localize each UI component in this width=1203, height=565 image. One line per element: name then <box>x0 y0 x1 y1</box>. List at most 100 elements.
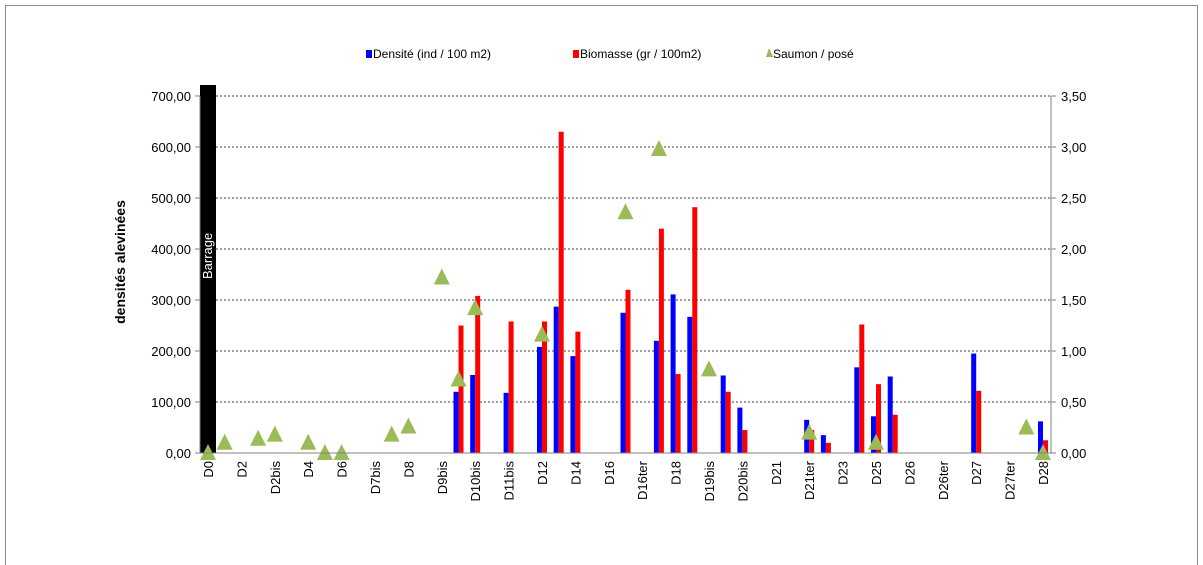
bar-densite <box>1038 421 1043 453</box>
saumon-marker <box>534 325 550 342</box>
y-tick-label: 200,00 <box>151 344 191 359</box>
bar-biomasse <box>1043 440 1048 453</box>
bar-biomasse <box>625 289 631 453</box>
bar-biomasse <box>658 228 664 453</box>
bar-biomasse <box>876 384 881 453</box>
legend-marker-saumon <box>766 48 773 57</box>
y2-tick-label: 2,50 <box>1061 191 1086 206</box>
saumon-marker <box>333 444 350 460</box>
bar-biomasse <box>976 390 982 453</box>
x-tick-label: D8 <box>401 461 416 478</box>
bar-densite <box>820 435 826 453</box>
saumon-marker <box>250 429 267 446</box>
saumon-marker <box>868 433 884 450</box>
saumon-marker <box>316 444 333 460</box>
bar-densite <box>887 376 893 453</box>
y2-tick-label: 3,00 <box>1061 140 1086 155</box>
x-tick-label: D0 <box>201 461 216 478</box>
x-tick-label: D2bis <box>268 461 283 495</box>
x-tick-label: D19bis <box>702 461 717 502</box>
bar-biomasse <box>458 325 464 453</box>
x-tick-label: D28 <box>1036 461 1051 485</box>
bar-densite <box>537 346 542 453</box>
saumon-markers <box>200 140 1051 460</box>
bar-biomasse <box>742 430 748 453</box>
x-tick-label: D10bis <box>468 461 483 502</box>
bar-densite <box>570 356 576 453</box>
chart-frame <box>5 5 1198 565</box>
y-axis-label: densités alevinées <box>112 200 128 324</box>
bar-biomasse <box>809 430 815 453</box>
bar-densite <box>620 312 626 453</box>
bar-densite <box>871 416 876 453</box>
saumon-marker <box>467 299 484 316</box>
legend: Densité (ind / 100 m2) Biomasse (gr / 100… <box>366 47 854 61</box>
bars <box>453 131 1048 453</box>
x-tick-label: D25 <box>869 461 884 485</box>
x-tick-label: D4 <box>301 461 316 478</box>
bar-biomasse <box>859 324 865 453</box>
bar-densite <box>553 306 559 453</box>
x-tick-label: D9bis <box>435 461 450 495</box>
x-tick-label: D27 <box>969 461 984 485</box>
y-tick-label: 600,00 <box>151 140 191 155</box>
legend-label: Saumon / posé <box>773 47 854 61</box>
bar-densite <box>687 316 693 453</box>
bar-densite <box>854 367 860 453</box>
saumon-marker <box>400 417 417 434</box>
saumon-marker <box>433 268 450 285</box>
x-tick-label: D6 <box>335 461 350 478</box>
barrage-annotation: Barrage <box>200 233 215 279</box>
x-tick-label: D2 <box>234 461 249 478</box>
bar-densite <box>453 391 459 453</box>
bar-densite <box>653 340 659 453</box>
y-tick-label: 700,00 <box>151 89 191 104</box>
x-tick-label: D18 <box>669 461 684 485</box>
y-tick-label: 0,00 <box>166 446 191 461</box>
bar-biomasse <box>892 414 898 453</box>
y2-tick-label: 0,50 <box>1061 395 1086 410</box>
saumon-marker <box>1018 418 1035 435</box>
y-tick-label: 100,00 <box>151 395 191 410</box>
saumon-marker <box>200 444 216 460</box>
bar-densite <box>503 392 509 453</box>
bar-densite <box>971 353 977 453</box>
x-tick-label: D26 <box>902 461 917 485</box>
bar-biomasse <box>475 295 481 453</box>
legend-label: Biomasse (gr / 100m2) <box>580 47 701 61</box>
bar-biomasse <box>675 373 681 453</box>
saumon-marker <box>650 140 667 157</box>
y-tick-label: 400,00 <box>151 242 191 257</box>
x-tick-label: D23 <box>836 461 851 485</box>
saumon-marker <box>801 423 818 440</box>
x-tick-label: D27ter <box>1003 460 1018 500</box>
legend-swatch <box>366 50 372 58</box>
y2-tick-label: 2,00 <box>1061 242 1086 257</box>
bar-biomasse <box>692 207 698 453</box>
x-tick-label: D14 <box>568 461 583 485</box>
x-tick-label: D21 <box>769 461 784 485</box>
y-ticks-left: 0,00 100,00 200,00 300,00 400,00 500,00 600,00… <box>151 89 200 461</box>
bar-densite <box>720 375 726 453</box>
x-ticks: D0 D2 D2bis D4 D6 D7bis D8 D9bis D10bis D11bis D12… <box>201 460 1051 501</box>
bar-densite <box>670 294 676 453</box>
bar-biomasse <box>575 331 581 453</box>
bar-biomasse <box>725 391 731 453</box>
saumon-marker <box>701 360 717 377</box>
saumon-marker <box>266 425 283 442</box>
y-ticks-right: 0,00 0,50 1,00 1,50 2,00 2,50 3,00 3,50 <box>1051 89 1086 461</box>
y-tick-label: 500,00 <box>151 191 191 206</box>
saumon-marker <box>216 433 233 450</box>
saumon-marker <box>617 203 634 220</box>
barrage-bar <box>200 85 216 453</box>
legend-label: Densité (ind / 100 m2) <box>373 47 491 61</box>
x-tick-label: D7bis <box>368 461 383 495</box>
x-tick-label: D16ter <box>635 460 650 500</box>
bar-densite <box>470 374 476 453</box>
y2-tick-label: 0,00 <box>1061 446 1086 461</box>
bar-biomasse <box>558 131 564 453</box>
bar-biomasse <box>825 442 831 453</box>
legend-swatch <box>573 50 579 58</box>
y2-tick-label: 1,00 <box>1061 344 1086 359</box>
